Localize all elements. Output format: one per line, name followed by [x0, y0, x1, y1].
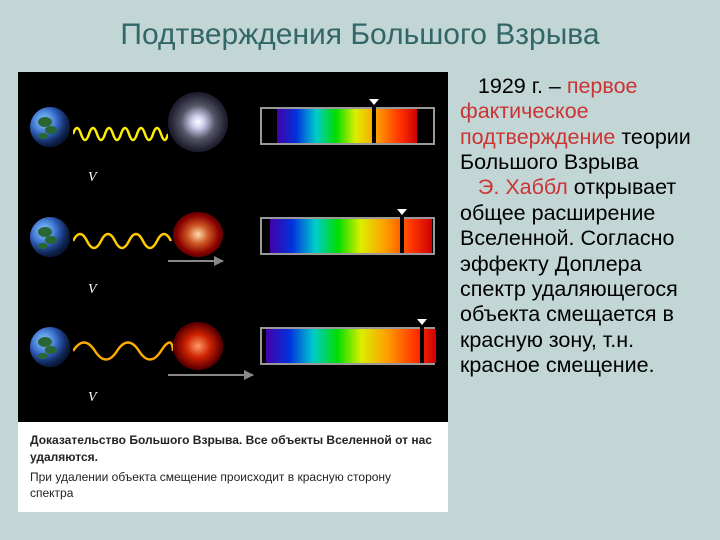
- spectrum-bar: [260, 217, 435, 255]
- velocity-arrow-icon: [168, 260, 223, 262]
- galaxy-blue-icon: [168, 92, 228, 152]
- caption-title: Доказательство Большого Взрыва. Все объе…: [30, 432, 436, 466]
- absorption-line-icon: [420, 323, 424, 363]
- galaxy-orange-icon: [173, 212, 223, 257]
- figure: V V: [18, 72, 448, 512]
- paragraph-2: Э. Хаббл открывает общее расширение Всел…: [460, 175, 702, 378]
- absorption-line-icon: [372, 103, 376, 143]
- content-row: V V: [0, 52, 720, 512]
- spectrum-bar: [260, 327, 435, 365]
- wave-long: [73, 334, 173, 364]
- absorption-line-icon: [400, 213, 404, 253]
- velocity-label: V: [88, 282, 97, 298]
- wave-short: [73, 122, 168, 152]
- spectrum-bar: [260, 107, 435, 145]
- earth-icon: [30, 327, 70, 367]
- wave-medium: [73, 227, 173, 257]
- figure-caption: Доказательство Большого Взрыва. Все объе…: [18, 422, 448, 512]
- velocity-label: V: [88, 390, 97, 406]
- earth-icon: [30, 217, 70, 257]
- earth-icon: [30, 107, 70, 147]
- body-text: 1929 г. – первое фактическое подтвержден…: [460, 72, 702, 512]
- caption-body: При удалении объекта смещение происходит…: [30, 469, 436, 503]
- redshift-diagram: V V: [18, 72, 448, 422]
- highlight-text: Э. Хаббл: [478, 175, 568, 199]
- text-run: 1929 г. –: [478, 74, 567, 98]
- paragraph-1: 1929 г. – первое фактическое подтвержден…: [460, 74, 702, 175]
- galaxy-red-icon: [173, 322, 223, 370]
- page-title: Подтверждения Большого Взрыва: [0, 0, 720, 52]
- diagram-row: [18, 192, 448, 282]
- velocity-arrow-icon: [168, 374, 253, 376]
- velocity-label: V: [88, 170, 97, 186]
- diagram-row: [18, 302, 448, 392]
- diagram-row: [18, 82, 448, 172]
- text-run: открывает общее расширение Вселенной. Со…: [460, 175, 678, 377]
